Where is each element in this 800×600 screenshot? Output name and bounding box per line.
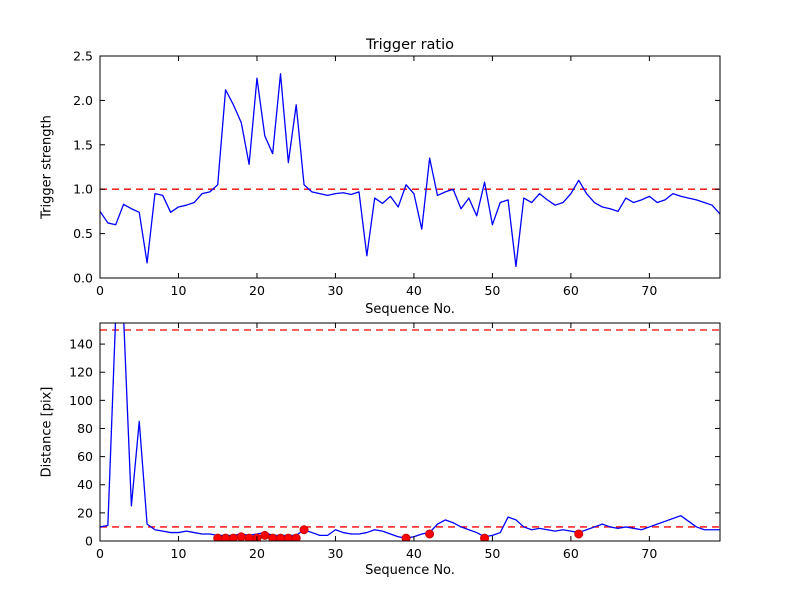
svg-text:0: 0 [96,546,104,561]
bottom-plot-xlabel: Sequence No. [365,563,455,578]
svg-text:20: 20 [77,505,93,520]
svg-text:2.5: 2.5 [73,49,93,64]
svg-text:0.0: 0.0 [73,271,93,286]
bottom-plot: 0 10 20 30 40 50 60 70 0 20 40 60 80 100 120 140 [69,322,721,561]
svg-text:30: 30 [327,546,343,561]
top-plot-ylabel: Trigger strength [39,115,55,219]
top-plot: 0 10 20 30 40 50 60 70 0.0 0.5 1.0 1.5 2.0 2.5 [73,49,721,298]
svg-text:20: 20 [249,283,265,298]
top-plot-xlabel: Sequence No. [365,302,455,317]
bottom-plot-ylabel: Distance [pix] [39,386,55,478]
svg-text:60: 60 [77,449,93,464]
svg-text:50: 50 [484,283,500,298]
svg-text:120: 120 [69,365,93,380]
svg-text:70: 70 [641,283,657,298]
svg-text:30: 30 [327,283,343,298]
svg-text:0.5: 0.5 [73,226,93,241]
svg-text:40: 40 [77,477,93,492]
svg-text:10: 10 [171,546,187,561]
svg-text:0: 0 [96,283,104,298]
svg-text:1.0: 1.0 [73,182,93,197]
svg-text:100: 100 [69,393,93,408]
svg-text:50: 50 [484,546,500,561]
svg-text:80: 80 [77,421,93,436]
svg-text:140: 140 [69,337,93,352]
svg-text:2.0: 2.0 [73,93,93,108]
svg-text:20: 20 [249,546,265,561]
svg-text:40: 40 [406,283,422,298]
svg-text:10: 10 [171,283,187,298]
svg-text:60: 60 [563,546,579,561]
svg-text:0: 0 [85,534,93,549]
svg-text:60: 60 [563,283,579,298]
svg-text:70: 70 [641,546,657,561]
svg-text:1.5: 1.5 [73,137,93,152]
svg-text:40: 40 [406,546,422,561]
top-plot-title: Trigger ratio [365,37,455,53]
